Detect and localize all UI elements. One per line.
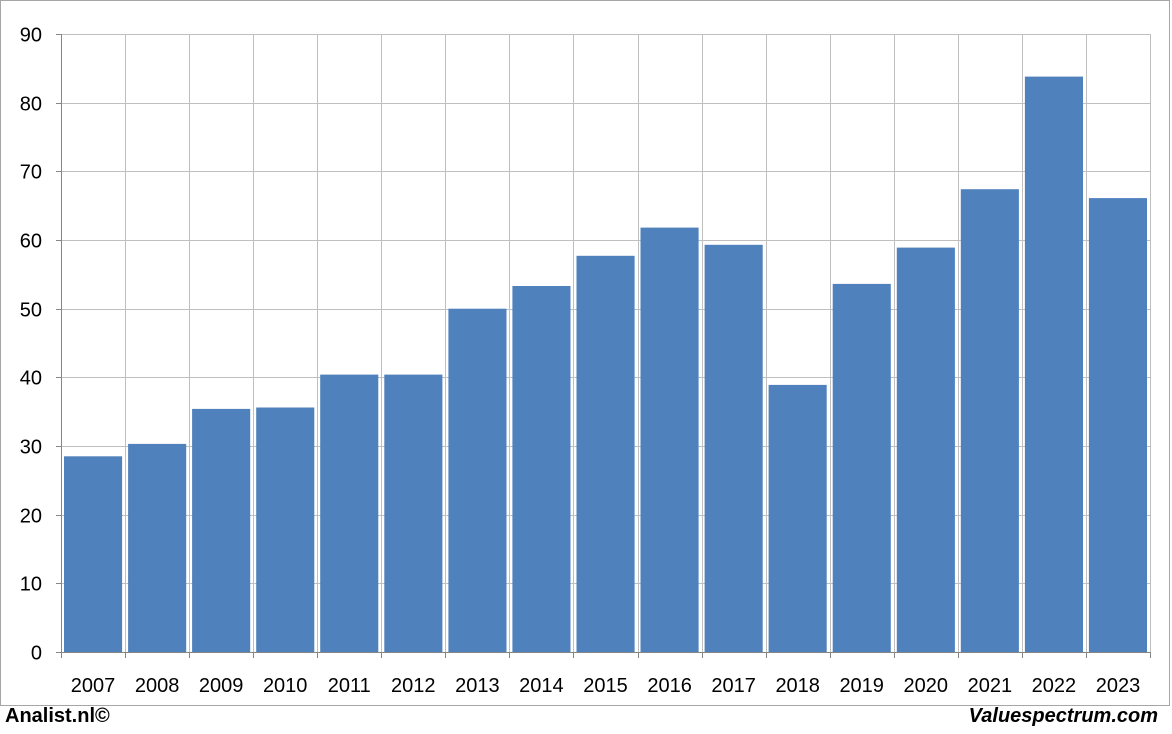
x-tick-label: 2023: [1096, 675, 1141, 697]
x-tick-label: 2012: [391, 675, 436, 697]
x-tick-label: 2014: [519, 675, 564, 697]
y-tick-label: 70: [20, 162, 42, 184]
x-tick-label: 2019: [839, 675, 884, 697]
bar-2015: [576, 255, 635, 653]
y-tick-label: 10: [20, 574, 42, 596]
bar-2009: [192, 408, 251, 652]
bar-2019: [832, 283, 891, 652]
x-tick-label: 2007: [71, 675, 116, 697]
bar-2008: [128, 443, 187, 652]
x-tick-label: 2022: [1032, 675, 1077, 697]
bar-2012: [384, 374, 443, 652]
x-tick-label: 2015: [583, 675, 628, 697]
x-tick-label: 2008: [135, 675, 180, 697]
bar-2021: [960, 189, 1019, 652]
x-tick-label: 2020: [904, 675, 949, 697]
bar-2011: [320, 374, 379, 652]
bar-2010: [256, 407, 315, 652]
x-tick-label: 2010: [263, 675, 308, 697]
y-tick-label: 90: [20, 25, 42, 47]
y-tick-label: 60: [20, 231, 42, 253]
x-tick-label: 2017: [711, 675, 756, 697]
x-tick-label: 2018: [775, 675, 820, 697]
y-tick-label: 80: [20, 94, 42, 116]
bar-chart: 0 10 20 30 40 50 60 70 80 90 2007 2008 2009 2010 2011 2…: [20, 25, 1151, 697]
x-tick-label: 2009: [199, 675, 244, 697]
bar-2016: [640, 227, 699, 652]
bar-2017: [704, 244, 763, 653]
bar-2020: [896, 247, 955, 652]
footer-left-credit: Analist.nl©: [5, 705, 110, 727]
y-tick-label: 40: [20, 368, 42, 390]
bar-2023: [1088, 198, 1147, 652]
bar-2007: [64, 456, 123, 652]
y-tick-label: 0: [31, 643, 42, 665]
x-tick-label: 2016: [647, 675, 692, 697]
x-tick-label: 2013: [455, 675, 500, 697]
bar-2022: [1024, 76, 1083, 653]
y-tick-label: 20: [20, 506, 42, 528]
footer-right-credit: Valuespectrum.com: [968, 705, 1158, 727]
y-tick-label: 50: [20, 300, 42, 322]
y-tick-label: 30: [20, 437, 42, 459]
x-tick-label: 2011: [328, 675, 371, 697]
bar-2013: [448, 308, 507, 652]
bar-2018: [768, 384, 827, 652]
bar-2014: [512, 286, 571, 652]
x-tick-label: 2021: [968, 675, 1013, 697]
